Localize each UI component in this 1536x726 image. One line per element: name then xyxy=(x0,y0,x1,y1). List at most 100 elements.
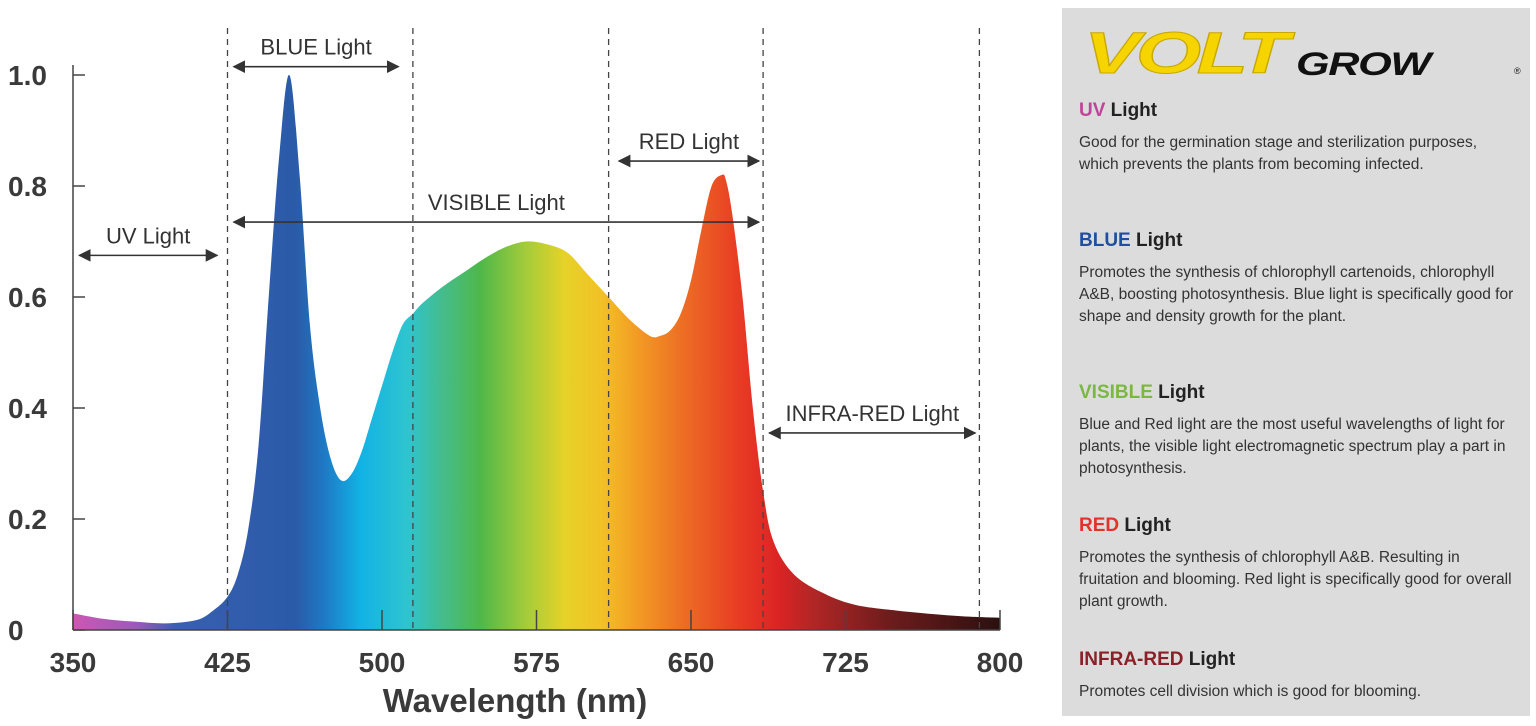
data-point xyxy=(195,619,197,621)
data-point xyxy=(896,609,898,611)
data-point xyxy=(401,324,403,326)
data-point xyxy=(690,279,692,281)
section-visible-heading: VISIBLE Light xyxy=(1079,382,1519,404)
band-label: INFRA-RED Light xyxy=(785,401,959,426)
band-annotation-layer: UV Light BLUE Light VISIBLE Light RED Light… xyxy=(77,35,977,440)
section-blue-key: BLUE xyxy=(1079,230,1131,251)
data-point xyxy=(968,615,970,617)
data-point xyxy=(741,296,743,298)
y-tick-label: 0.4 xyxy=(8,393,47,424)
x-tick-label: 500 xyxy=(359,647,406,678)
spectrum-area-layer xyxy=(73,74,1000,631)
section-blue: BLUE Light Promotes the synthesis of chl… xyxy=(1079,230,1519,328)
data-point xyxy=(247,529,249,531)
x-tick-label: 425 xyxy=(204,647,251,678)
section-visible-key: VISIBLE xyxy=(1079,382,1153,403)
section-infrared-heading: INFRA-RED Light xyxy=(1079,649,1519,671)
data-point xyxy=(725,179,727,181)
section-infrared: INFRA-RED Light Promotes cell division w… xyxy=(1079,649,1519,703)
section-infrared-heading-rest: Light xyxy=(1183,649,1236,670)
data-point xyxy=(525,240,527,242)
y-tick-label: 1.0 xyxy=(8,60,47,91)
data-point xyxy=(443,285,445,287)
section-blue-text: Promotes the synthesis of chlorophyll ca… xyxy=(1079,264,1514,325)
data-point xyxy=(700,229,702,231)
section-red-key: RED xyxy=(1079,515,1120,536)
data-point xyxy=(587,274,589,276)
logo-volt-text: VOLT xyxy=(1083,21,1289,87)
x-tick-label: 725 xyxy=(822,647,869,678)
data-point xyxy=(278,157,280,159)
section-uv-key: UV xyxy=(1079,100,1106,121)
data-point xyxy=(309,324,311,326)
band-label: RED Light xyxy=(639,129,739,154)
data-point xyxy=(937,613,939,615)
data-point xyxy=(824,593,826,595)
axes-layer: 350 425 500 575 650 725 800 0 0.2 0.4 0.6 0.8 1.0 xyxy=(8,60,1023,678)
data-point xyxy=(371,418,373,420)
x-tick-label: 650 xyxy=(668,647,715,678)
voltgrow-logo: VOLT GROW ® xyxy=(1083,20,1520,87)
data-point xyxy=(381,385,383,387)
data-point xyxy=(772,540,774,542)
data-point xyxy=(752,407,754,409)
data-point xyxy=(226,596,228,598)
y-tick-label: 0.2 xyxy=(8,504,47,535)
section-red-heading: RED Light xyxy=(1079,515,1519,537)
data-point xyxy=(793,573,795,575)
section-red: RED Light Promotes the synthesis of chlo… xyxy=(1079,515,1519,613)
data-point xyxy=(288,74,290,76)
data-point xyxy=(298,174,300,176)
section-infrared-text: Promotes cell division which is good for… xyxy=(1079,683,1422,700)
legend-panel: VOLT GROW ® UV Light Good for the germin… xyxy=(1062,8,1530,716)
data-point xyxy=(340,479,342,481)
section-red-heading-rest: Light xyxy=(1119,515,1171,536)
data-point xyxy=(680,312,682,314)
data-point xyxy=(237,573,239,575)
spectrum-area xyxy=(73,74,1000,631)
data-point xyxy=(721,174,723,176)
logo-grow-text: GROW xyxy=(1296,46,1431,82)
section-uv-heading: UV Light xyxy=(1079,100,1519,122)
data-point xyxy=(504,246,506,248)
data-point xyxy=(212,609,214,611)
data-point xyxy=(329,457,331,459)
data-point xyxy=(422,301,424,303)
band-label: BLUE Light xyxy=(260,35,371,60)
data-point xyxy=(546,243,548,245)
data-point xyxy=(659,335,661,337)
section-red-text: Promotes the synthesis of chlorophyll A&… xyxy=(1079,549,1512,610)
data-point xyxy=(360,451,362,453)
section-blue-heading-rest: Light xyxy=(1130,230,1183,251)
data-point xyxy=(319,407,321,409)
x-tick-label: 800 xyxy=(977,647,1024,678)
section-uv-heading-rest: Light xyxy=(1105,100,1158,121)
section-visible-heading-rest: Light xyxy=(1152,382,1205,403)
band-label: VISIBLE Light xyxy=(428,190,565,215)
data-point xyxy=(855,604,857,606)
section-visible: VISIBLE Light Blue and Red light are the… xyxy=(1079,382,1519,480)
data-point xyxy=(710,185,712,187)
data-point xyxy=(257,446,259,448)
data-point xyxy=(484,257,486,259)
data-point xyxy=(649,335,651,337)
section-uv-text: Good for the germination stage and steri… xyxy=(1079,134,1478,173)
band-label: UV Light xyxy=(106,223,190,248)
data-point xyxy=(103,618,105,620)
data-point xyxy=(391,351,393,353)
data-point xyxy=(463,271,465,273)
x-tick-label: 575 xyxy=(513,647,560,678)
data-point xyxy=(165,622,167,624)
x-tick-label: 350 xyxy=(50,647,97,678)
data-point xyxy=(134,620,136,622)
x-axis-title: Wavelength (nm) xyxy=(383,682,648,719)
y-tick-label: 0.8 xyxy=(8,171,47,202)
section-visible-text: Blue and Red light are the most useful w… xyxy=(1079,416,1506,477)
spectrum-chart: 350 425 500 575 650 725 800 0 0.2 0.4 0.6 0.8 1.0 UV… xyxy=(8,28,1023,719)
logo-registered-mark: ® xyxy=(1514,66,1521,76)
data-point xyxy=(669,329,671,331)
section-uv: UV Light Good for the germination stage … xyxy=(1079,100,1519,176)
data-point xyxy=(566,251,568,253)
data-point xyxy=(350,473,352,475)
section-blue-heading: BLUE Light xyxy=(1079,230,1519,252)
